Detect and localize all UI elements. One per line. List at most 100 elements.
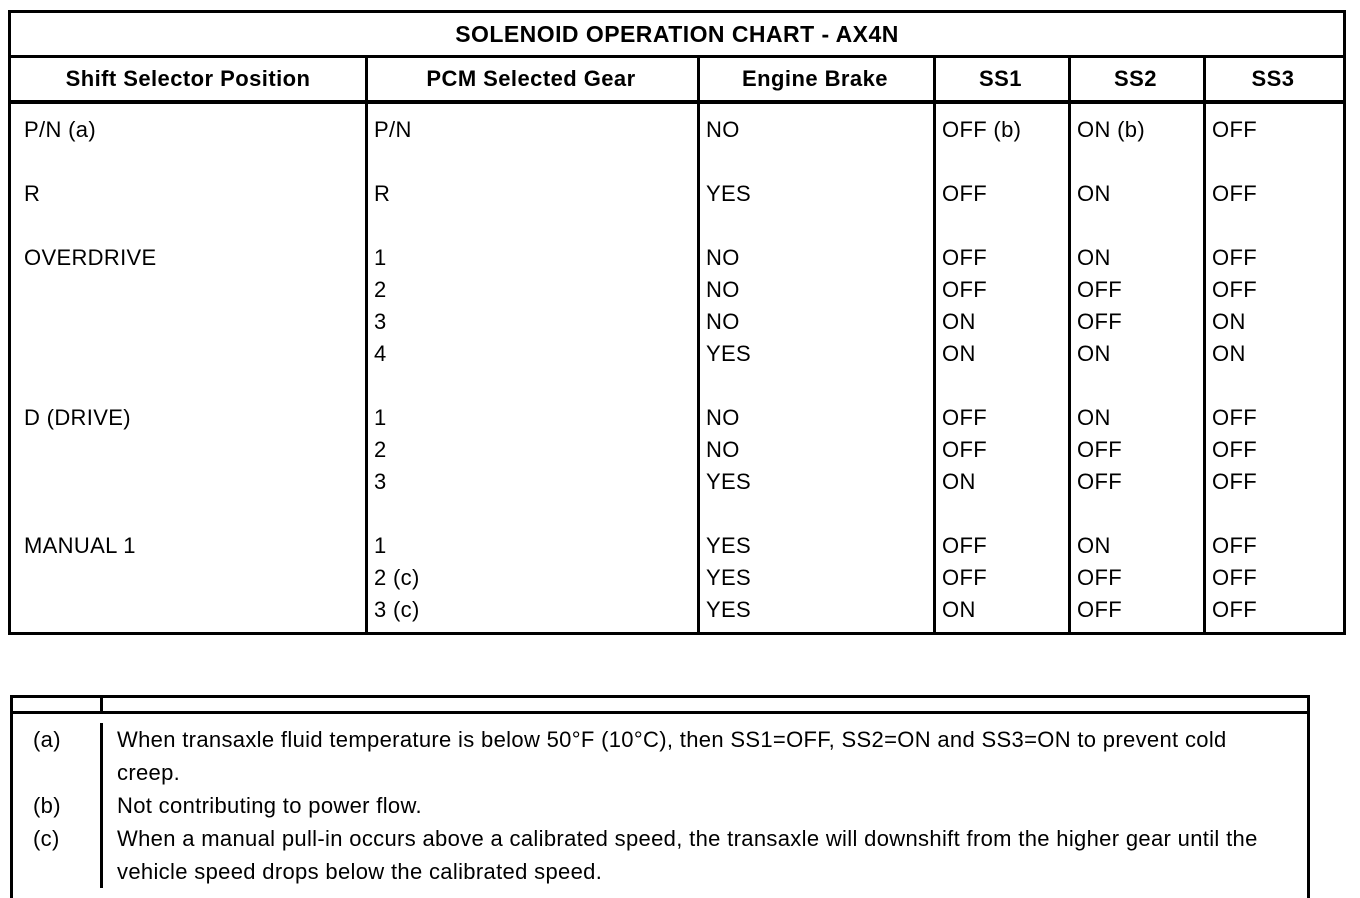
table-cell: NO bbox=[706, 117, 740, 142]
table-cell: OFF (b) bbox=[942, 117, 1022, 142]
table-cell bbox=[11, 594, 365, 626]
table-cell: ON bbox=[942, 341, 976, 366]
table-title: SOLENOID OPERATION CHART - AX4N bbox=[11, 13, 1343, 58]
table-cell: OFF bbox=[942, 181, 987, 206]
table-cell: YES bbox=[706, 469, 752, 494]
table-cell: YES bbox=[706, 533, 752, 558]
table-cell: OFF bbox=[1077, 597, 1122, 622]
table-cell: NO bbox=[706, 405, 740, 430]
table-cell bbox=[11, 338, 365, 370]
column-divider bbox=[365, 58, 368, 632]
table-cell: R bbox=[374, 181, 391, 206]
header-ss2: SS2 bbox=[1114, 66, 1157, 91]
table-cell: ON bbox=[1212, 341, 1246, 366]
row-gap bbox=[11, 210, 1343, 242]
table-cell: OFF bbox=[1212, 181, 1257, 206]
table-cell: OFF bbox=[1212, 437, 1257, 462]
table-cell: ON bbox=[942, 597, 976, 622]
footnotes-strip-label-cell bbox=[13, 698, 103, 711]
table-cell: R bbox=[24, 181, 41, 206]
table-cell: ON bbox=[942, 309, 976, 334]
table-cell: 3 bbox=[374, 309, 387, 334]
header-ss3: SS3 bbox=[1251, 66, 1295, 91]
table-cell bbox=[11, 562, 365, 594]
table-cell: OFF bbox=[942, 277, 987, 302]
table-cell: OFF bbox=[1212, 469, 1257, 494]
header-engine-brake: Engine Brake bbox=[742, 66, 888, 91]
table-cell: NO bbox=[706, 437, 740, 462]
footnotes-table: (a) When transaxle fluid temperature is … bbox=[10, 695, 1310, 898]
table-cell: 1 bbox=[374, 533, 387, 558]
table-body: P/N (a) P/N NO OFF (b) ON (b) OFF R R YE… bbox=[11, 104, 1343, 632]
footnote-text-a: When transaxle fluid temperature is belo… bbox=[117, 727, 1227, 785]
footnote-label-c: (c) bbox=[13, 822, 103, 888]
table-cell: ON bbox=[1077, 341, 1111, 366]
table-cell: OFF bbox=[1077, 565, 1122, 590]
table-cell: YES bbox=[706, 597, 752, 622]
row-gap bbox=[11, 370, 1343, 402]
table-cell: MANUAL 1 bbox=[24, 533, 136, 558]
table-cell: ON bbox=[1212, 309, 1246, 334]
table-cell: 2 bbox=[374, 277, 387, 302]
table-cell: OFF bbox=[1077, 469, 1122, 494]
footnotes-strip-text-cell bbox=[103, 698, 1307, 711]
table-cell: ON (b) bbox=[1077, 117, 1145, 142]
table-cell: OFF bbox=[1077, 277, 1122, 302]
column-divider bbox=[697, 58, 700, 632]
table-cell: 2 (c) bbox=[374, 565, 420, 590]
table-cell: OFF bbox=[942, 245, 987, 270]
table-cell: OFF bbox=[942, 565, 987, 590]
table-cell: P/N bbox=[374, 117, 412, 142]
table-cell: NO bbox=[706, 245, 740, 270]
table-cell: ON bbox=[1077, 245, 1111, 270]
table-cell: OFF bbox=[1212, 277, 1257, 302]
table-cell: OFF bbox=[942, 533, 987, 558]
table-cell: NO bbox=[706, 309, 740, 334]
table-cell: OVERDRIVE bbox=[24, 245, 157, 270]
row-gap bbox=[11, 146, 1343, 178]
table-cell bbox=[11, 434, 365, 466]
table-header-row: Shift Selector Position PCM Selected Gea… bbox=[11, 58, 1343, 104]
table-cell: OFF bbox=[1212, 533, 1257, 558]
column-divider bbox=[1068, 58, 1071, 632]
column-divider bbox=[933, 58, 936, 632]
table-cell: 1 bbox=[374, 245, 387, 270]
table-cell: YES bbox=[706, 565, 752, 590]
solenoid-operation-table: SOLENOID OPERATION CHART - AX4N Shift Se… bbox=[8, 10, 1346, 635]
table-cell: OFF bbox=[1212, 405, 1257, 430]
table-cell bbox=[11, 274, 365, 306]
table-cell: D (DRIVE) bbox=[24, 405, 131, 430]
table-cell: 3 (c) bbox=[374, 597, 420, 622]
footnotes-body: (a) When transaxle fluid temperature is … bbox=[13, 714, 1307, 898]
table-cell: ON bbox=[1077, 405, 1111, 430]
table-cell bbox=[11, 306, 365, 338]
table-cell: OFF bbox=[1212, 117, 1257, 142]
table-cell: NO bbox=[706, 277, 740, 302]
table-cell: 2 bbox=[374, 437, 387, 462]
header-ss1: SS1 bbox=[979, 66, 1022, 91]
row-gap bbox=[11, 498, 1343, 530]
table-cell: OFF bbox=[942, 405, 987, 430]
table-cell: OFF bbox=[942, 437, 987, 462]
table-cell: OFF bbox=[1212, 245, 1257, 270]
table-cell: YES bbox=[706, 341, 752, 366]
footnote-text-b: Not contributing to power flow. bbox=[117, 793, 422, 818]
table-cell: P/N (a) bbox=[24, 117, 96, 142]
column-divider bbox=[1203, 58, 1206, 632]
table-cell: 1 bbox=[374, 405, 387, 430]
table-cell: 4 bbox=[374, 341, 387, 366]
footnote-text-c: When a manual pull-in occurs above a cal… bbox=[117, 826, 1258, 884]
table-cell: ON bbox=[1077, 533, 1111, 558]
table-cell bbox=[11, 466, 365, 498]
table-grid-zone: Shift Selector Position PCM Selected Gea… bbox=[11, 58, 1343, 632]
footnote-label-a: (a) bbox=[13, 723, 103, 789]
table-cell: OFF bbox=[1077, 309, 1122, 334]
table-cell: OFF bbox=[1212, 565, 1257, 590]
footnotes-header-strip bbox=[13, 698, 1307, 714]
table-cell: 3 bbox=[374, 469, 387, 494]
header-pcm-selected-gear: PCM Selected Gear bbox=[426, 66, 636, 91]
table-cell: YES bbox=[706, 181, 752, 206]
table-cell: ON bbox=[1077, 181, 1111, 206]
table-cell: ON bbox=[942, 469, 976, 494]
